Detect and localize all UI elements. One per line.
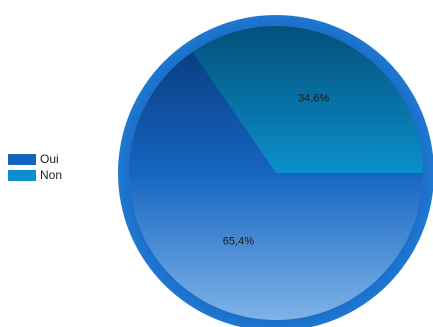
data-label-oui: 65,4%	[223, 236, 254, 248]
legend-label-non: Non	[40, 168, 63, 182]
legend-item-oui: Oui	[8, 151, 62, 167]
legend: Oui Non	[8, 151, 62, 183]
pie-group: 65,4% 34,6%	[118, 15, 433, 327]
data-label-non: 34,6%	[298, 92, 329, 104]
legend-label-oui: Oui	[40, 152, 59, 166]
pie-slice-oui	[128, 51, 423, 321]
legend-swatch-non	[8, 169, 36, 181]
legend-swatch-oui	[8, 153, 36, 165]
pie-slice-non	[192, 25, 423, 173]
legend-item-non: Non	[8, 167, 62, 183]
